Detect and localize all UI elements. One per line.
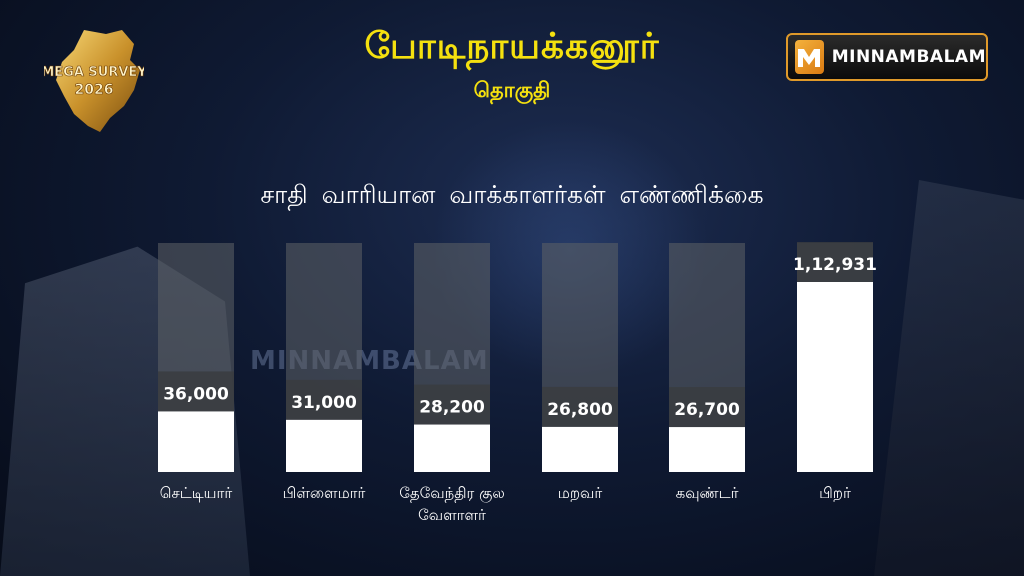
badge-line1: MEGA SURVEY [44,65,144,80]
mega-survey-badge: MEGA SURVEY 2026 [41,26,148,136]
bar-value-label: 36,000 [163,384,229,404]
bar-value-band [669,387,745,428]
category-label: பிள்ளைமார் [283,484,366,502]
page-title: போடிநாயக்கனூர் [364,26,660,67]
category-label: தேவேந்திர குல [399,484,505,503]
bar-value-label: 28,200 [419,398,485,418]
brand-name: MINNAMBALAM [831,47,986,67]
bar [158,411,234,472]
bar-value-band [797,242,873,282]
bar-value-band [414,384,490,425]
bar [797,282,873,472]
brand-m-icon [795,40,824,74]
bar-value-label: 31,000 [291,393,357,413]
category-label: பிறர் [819,484,851,502]
category-label: வேளாளர் [418,506,486,524]
bar-value-band [286,379,362,420]
bar [669,427,745,472]
category-label: கவுண்டர் [676,484,739,502]
chart-title: சாதி வாரியான வாக்காளர்கள் எண்ணிக்கை [260,180,764,209]
minnambalam-logo: MINNAMBALAM [786,33,988,81]
bar-value-band [158,371,234,412]
mega-survey-logo: MEGA SURVEY 2026 [41,30,148,132]
category-label: மறவர் [558,484,603,502]
bar-value-label: 26,700 [674,400,740,420]
category-label: செட்டியார் [160,484,233,502]
page-subtitle: தொகுதி [473,78,551,102]
bar [414,424,490,472]
badge-year: 2026 [75,82,114,98]
bar-value-label: 26,800 [547,400,613,420]
bar-value-label: 1,12,931 [793,255,877,275]
bar [542,426,618,472]
bar-value-band [542,386,618,427]
bar [286,419,362,472]
